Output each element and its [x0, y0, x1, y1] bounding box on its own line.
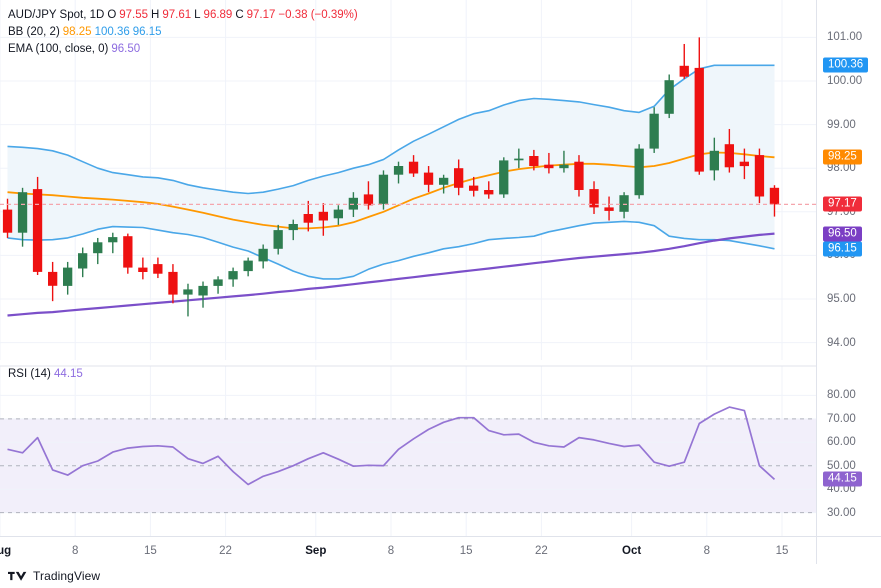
candle-body: [634, 148, 644, 196]
candle-body: [694, 67, 704, 172]
candle-body: [378, 174, 389, 204]
candle-body: [423, 172, 434, 185]
time-axis[interactable]: Aug 8 15 22 Sep 8 15 22 Oct 8 15: [0, 536, 816, 564]
candle-body: [514, 158, 524, 161]
rsi-axis-tick: 50.00: [827, 459, 856, 472]
candle-body: [318, 211, 328, 221]
price-axis[interactable]: 101.00100.0099.0098.0097.0096.0095.0094.…: [816, 0, 881, 536]
rsi-axis-tick: 30.00: [827, 506, 856, 519]
price-badge-ema[interactable]: 96.50: [823, 226, 862, 242]
candle-body: [123, 236, 133, 268]
axis-corner: [816, 536, 881, 564]
candle-body: [544, 164, 554, 169]
time-axis-tick: 15: [459, 545, 473, 557]
candle-body: [484, 190, 494, 195]
candle-body: [168, 271, 178, 295]
candle-body: [63, 267, 73, 286]
candle-body: [499, 160, 509, 195]
candle-body: [739, 161, 749, 167]
rsi-badge[interactable]: 44.15: [823, 471, 862, 487]
candle-body: [213, 279, 223, 286]
time-axis-tick: Sep: [305, 545, 327, 557]
bollinger-band-fill: [7, 65, 775, 279]
time-axis-tick: 15: [775, 545, 789, 557]
candle-body: [348, 197, 358, 210]
candle-body: [93, 242, 103, 254]
candle-body: [393, 166, 404, 175]
candle-body: [604, 207, 614, 211]
candle-body: [754, 155, 765, 197]
candle-body: [559, 164, 569, 169]
time-axis-tick: 22: [534, 545, 548, 557]
ema-line: [7, 232, 775, 317]
price-badge-last-price[interactable]: 97.17: [823, 196, 862, 212]
candle-body: [709, 150, 719, 171]
price-axis-tick: 94.00: [827, 336, 856, 349]
candle-body: [649, 113, 659, 149]
candle-body: [138, 267, 148, 272]
candle-body: [288, 224, 298, 231]
candle-body: [17, 192, 28, 233]
price-axis-tick: 98.00: [827, 162, 856, 175]
candle-body: [198, 285, 208, 296]
candle-body: [273, 230, 283, 249]
candle-body: [243, 260, 253, 272]
time-axis-tick: 15: [143, 545, 157, 557]
candle-body: [78, 253, 88, 269]
bollinger-lower-line: [7, 220, 775, 280]
candle-body: [679, 65, 689, 77]
candle-body: [363, 194, 374, 206]
rsi-axis-tick: 80.00: [827, 389, 856, 402]
price-badge-bb-upper[interactable]: 100.36: [823, 57, 869, 73]
chart-plot-area[interactable]: [0, 0, 816, 536]
candle-body: [408, 161, 419, 174]
candle-body: [439, 177, 449, 185]
candle-body: [183, 289, 193, 295]
price-axis-tick: 101.00: [827, 31, 863, 44]
candle-body: [574, 161, 584, 190]
candle-body: [303, 214, 313, 223]
price-badge-bb-lower[interactable]: 96.15: [823, 241, 862, 257]
bollinger-upper-line: [7, 64, 775, 195]
candle-body: [529, 156, 539, 166]
candle-body: [2, 209, 13, 233]
rsi-axis-tick: 70.00: [827, 412, 856, 425]
candle-body: [469, 185, 479, 191]
time-axis-tick: 8: [703, 545, 710, 557]
candle-body: [664, 80, 674, 114]
time-axis-tick: 8: [71, 545, 79, 557]
price-badge-bb-basis[interactable]: 98.25: [823, 149, 862, 165]
price-axis-tick: 100.00: [827, 75, 863, 88]
tradingview-logo-icon: [8, 570, 28, 582]
candle-body: [333, 209, 343, 219]
price-axis-tick: 95.00: [827, 292, 856, 305]
price-pane[interactable]: [0, 0, 816, 536]
candle-body: [454, 168, 464, 188]
candle-body: [619, 195, 629, 212]
candle-body: [32, 189, 43, 272]
candle-body: [589, 189, 599, 208]
time-axis-tick: Aug: [0, 545, 12, 557]
price-axis-tick: 99.00: [827, 118, 856, 131]
rsi-axis-tick: 60.00: [827, 436, 856, 449]
tradingview-branding: TradingView: [8, 569, 100, 583]
time-axis-tick: 22: [219, 545, 232, 557]
candle-body: [108, 237, 118, 243]
candle-body: [48, 271, 58, 286]
candle-body: [769, 187, 780, 205]
candle-body: [228, 271, 238, 280]
candle-body: [258, 248, 268, 262]
candle-body: [153, 264, 163, 274]
time-axis-tick: Oct: [622, 545, 642, 557]
bollinger-basis-line: [7, 151, 775, 230]
time-axis-tick: 8: [387, 545, 395, 557]
candle-body: [724, 144, 734, 168]
tradingview-wordmark: TradingView: [33, 569, 101, 583]
rsi-line: [7, 406, 776, 486]
